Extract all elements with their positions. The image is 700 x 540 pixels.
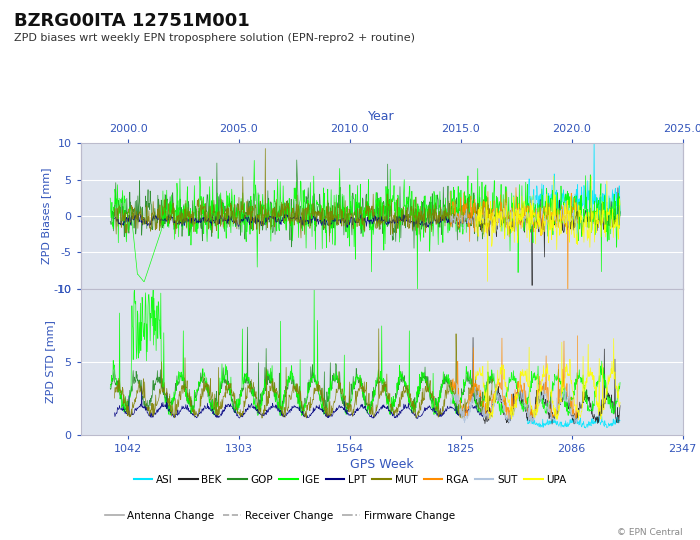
- X-axis label: Year: Year: [368, 110, 395, 123]
- Y-axis label: ZPD STD [mm]: ZPD STD [mm]: [45, 320, 55, 403]
- Text: ZPD biases wrt weekly EPN troposphere solution (EPN-repro2 + routine): ZPD biases wrt weekly EPN troposphere so…: [14, 33, 415, 44]
- Legend: Antenna Change, Receiver Change, Firmware Change: Antenna Change, Receiver Change, Firmwar…: [101, 507, 459, 525]
- Y-axis label: ZPD Biases [mm]: ZPD Biases [mm]: [41, 168, 50, 264]
- X-axis label: GPS Week: GPS Week: [350, 458, 413, 471]
- Legend: ASI, BEK, GOP, IGE, LPT, MUT, RGA, SUT, UPA: ASI, BEK, GOP, IGE, LPT, MUT, RGA, SUT, …: [130, 470, 570, 489]
- Text: © EPN Central: © EPN Central: [617, 528, 682, 537]
- Text: BZRG00ITA 12751M001: BZRG00ITA 12751M001: [14, 12, 250, 30]
